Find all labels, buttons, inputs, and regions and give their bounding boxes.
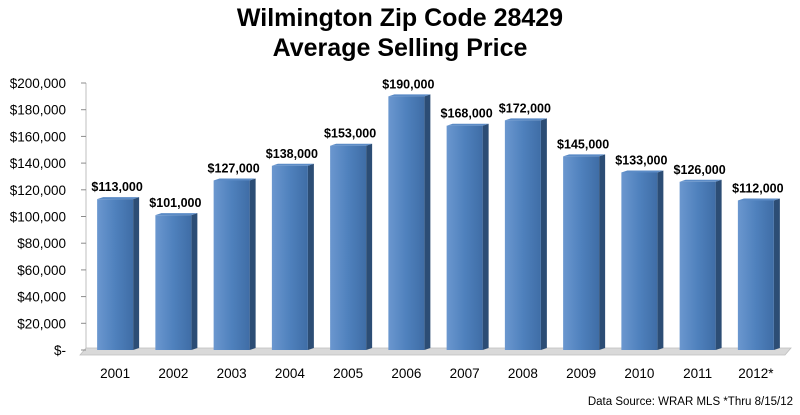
bar xyxy=(446,125,483,350)
data-label: $172,000 xyxy=(499,101,551,115)
bar-side xyxy=(540,118,547,350)
data-label: $101,000 xyxy=(149,196,201,210)
y-tick-label: $40,000 xyxy=(17,290,66,305)
bar xyxy=(271,165,308,350)
bar xyxy=(97,199,134,350)
bar xyxy=(679,181,716,350)
y-tick-label: $100,000 xyxy=(10,210,66,225)
bar-top xyxy=(621,170,664,173)
data-label: $126,000 xyxy=(674,163,726,177)
x-tick-label: 2007 xyxy=(450,366,480,381)
bar-top xyxy=(213,178,256,181)
y-tick-label: $140,000 xyxy=(10,156,66,171)
y-tick-label: $160,000 xyxy=(10,129,66,144)
data-label: $145,000 xyxy=(557,137,609,151)
data-label: $190,000 xyxy=(382,77,434,91)
y-tick-label: $- xyxy=(54,343,66,358)
bar-side xyxy=(773,198,780,350)
bar-top xyxy=(679,179,722,182)
x-tick-label: 2002 xyxy=(158,366,188,381)
bar-side xyxy=(307,163,314,350)
axes: $- $20,000 $40,000 $60,000 $80,000 $100,000 $1… xyxy=(10,76,792,381)
x-tick-label: 2011 xyxy=(683,366,712,381)
bar-top xyxy=(155,213,198,216)
bar xyxy=(388,96,425,350)
bar-top xyxy=(504,118,547,121)
data-label: $113,000 xyxy=(91,180,142,194)
bar-side xyxy=(424,94,431,350)
bar-side xyxy=(657,170,664,350)
chart-title: Wilmington Zip Code 28429 xyxy=(237,4,563,32)
bar xyxy=(504,120,541,350)
source-note: Data Source: WRAR MLS *Thru 8/15/12 xyxy=(588,396,793,408)
chart-subtitle: Average Selling Price xyxy=(273,34,528,62)
bar-side xyxy=(191,213,198,350)
bar-side xyxy=(599,154,606,350)
x-tick-label: 2010 xyxy=(624,366,654,381)
x-tick-label: 2012* xyxy=(738,366,774,381)
bar-top xyxy=(737,198,780,201)
bar-top xyxy=(97,197,140,200)
bar xyxy=(737,200,774,350)
bar-side xyxy=(249,178,256,350)
x-tick-label: 2001 xyxy=(100,366,130,381)
data-label: $112,000 xyxy=(732,181,783,195)
bar-side xyxy=(715,179,722,350)
bars xyxy=(97,94,780,350)
y-tick-label: $80,000 xyxy=(17,236,66,251)
y-tick-label: $20,000 xyxy=(17,316,66,331)
x-tick-label: 2008 xyxy=(508,366,538,381)
bar xyxy=(155,215,192,350)
bar xyxy=(213,180,250,350)
bar xyxy=(621,172,658,350)
bar-top xyxy=(271,163,314,166)
y-tick-label: $120,000 xyxy=(10,183,66,198)
x-tick-label: 2003 xyxy=(217,366,247,381)
data-label: $168,000 xyxy=(441,107,493,121)
bar-top xyxy=(563,154,606,157)
data-label: $138,000 xyxy=(266,147,318,161)
y-tick-label: $180,000 xyxy=(10,103,66,118)
data-label: $153,000 xyxy=(324,127,376,141)
data-label: $133,000 xyxy=(615,153,667,167)
x-tick-label: 2006 xyxy=(391,366,421,381)
bar-top xyxy=(388,94,431,97)
bar-side xyxy=(133,197,140,350)
bar-top xyxy=(330,143,373,146)
bar-side xyxy=(482,123,489,350)
x-tick-label: 2005 xyxy=(333,366,363,381)
bar xyxy=(563,156,600,350)
x-tick-label: 2004 xyxy=(275,366,306,381)
y-tick-label: $200,000 xyxy=(10,76,66,91)
x-tick-label: 2009 xyxy=(566,366,596,381)
data-labels: $113,000 $101,000 $127,000 $138,000 $153,000… xyxy=(91,77,783,210)
bar-top xyxy=(446,123,489,126)
bar xyxy=(330,145,367,350)
y-tick-label: $60,000 xyxy=(17,263,66,278)
bar-side xyxy=(366,143,373,350)
data-label: $127,000 xyxy=(208,161,260,175)
